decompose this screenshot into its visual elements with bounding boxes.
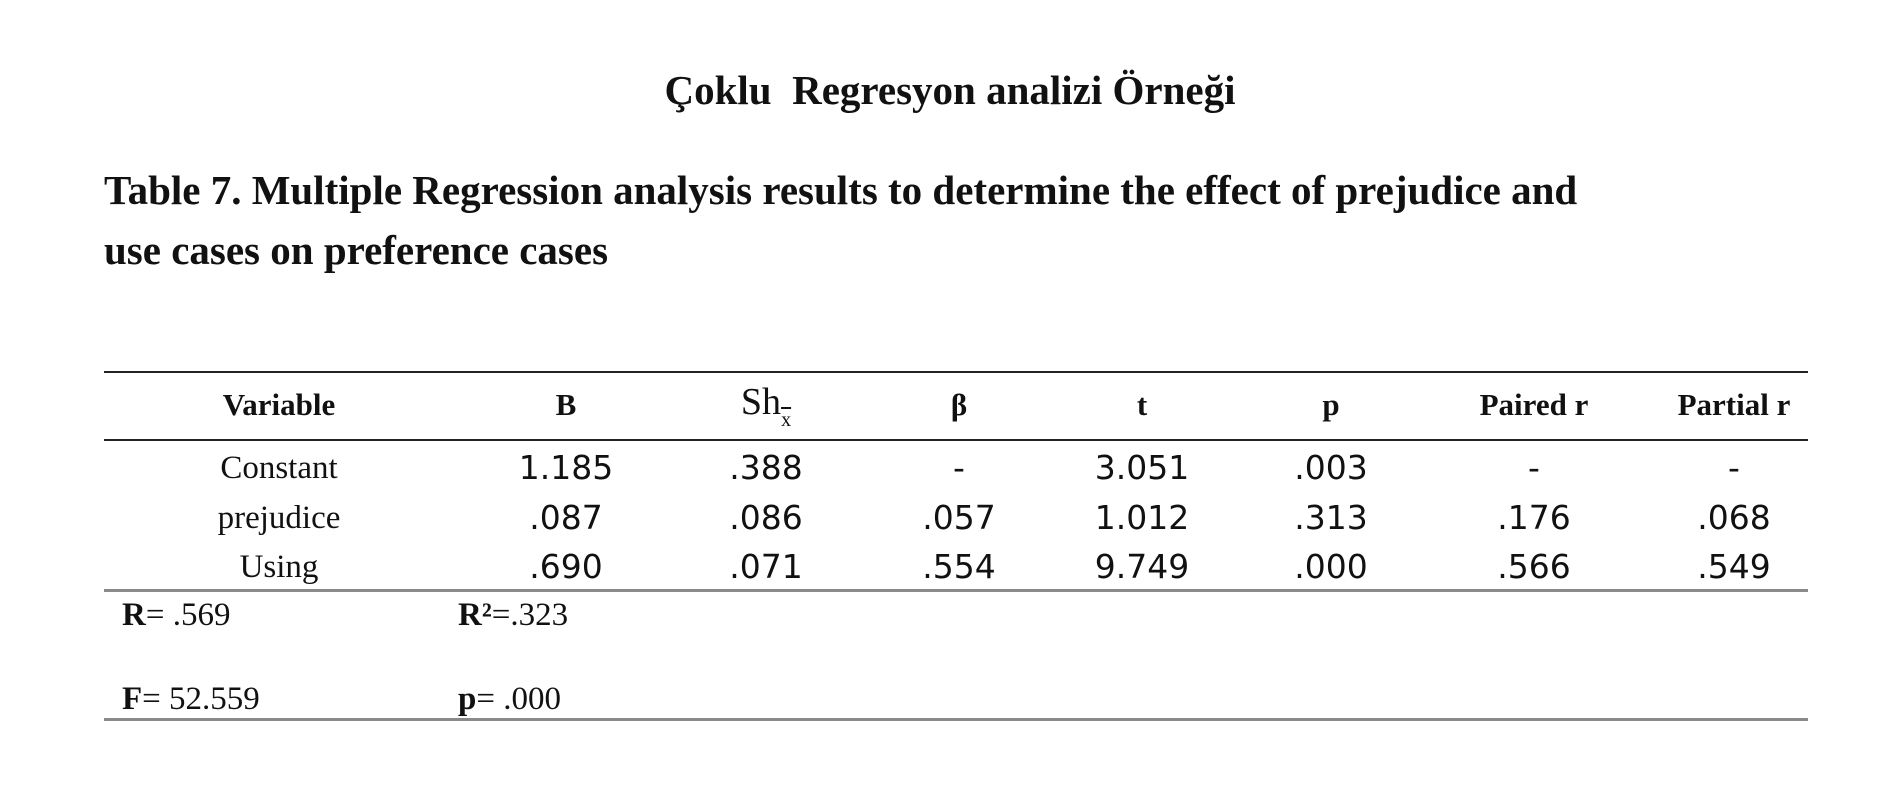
cell-paired-r: .176 [1497, 498, 1571, 537]
table-caption-line-1: Table 7. Multiple Regression analysis re… [104, 167, 1578, 213]
cell-variable: Constant [220, 450, 338, 486]
page-heading: Çoklu Regresyon analizi Örneği [664, 67, 1236, 113]
cell-b: 1.185 [518, 448, 614, 487]
stat-r-squared: R²=.323 [458, 595, 568, 635]
cell-sh: .071 [729, 547, 803, 586]
header-sh: Shx [686, 380, 846, 431]
cell-beta: .057 [922, 498, 996, 537]
stat-r: R= .569 [122, 595, 230, 635]
table-row: prejudice .087 .086 .057 1.012 .313 .176… [104, 493, 1808, 543]
stat-r-squared-value: =.323 [491, 597, 569, 633]
cell-p: .313 [1294, 498, 1368, 537]
cell-sh: .086 [729, 498, 803, 537]
cell-partial-r: .068 [1697, 498, 1771, 537]
header-b: B [555, 387, 577, 422]
cell-sh: .388 [729, 448, 803, 487]
table-header-rule [104, 439, 1808, 441]
cell-b: .690 [529, 547, 603, 586]
table-caption: Table 7. Multiple Regression analysis re… [104, 160, 1754, 280]
cell-t: 3.051 [1094, 448, 1190, 487]
table-caption-line-2: use cases on preference cases [104, 227, 609, 273]
header-sh-subscript: x [781, 409, 792, 431]
cell-paired-r: .566 [1497, 547, 1571, 586]
stat-r-value: = .569 [145, 597, 231, 633]
stat-r-squared-label: R² [458, 597, 492, 633]
cell-p: .000 [1294, 547, 1368, 586]
stat-p-label: p [458, 681, 477, 717]
cell-beta: - [953, 448, 965, 487]
stat-p: p= .000 [458, 679, 561, 719]
table-top-rule [104, 371, 1808, 373]
cell-p: .003 [1294, 448, 1368, 487]
cell-variable: Using [239, 549, 319, 585]
cell-partial-r: .549 [1697, 547, 1771, 586]
stat-f: F= 52.559 [122, 679, 260, 719]
stat-f-value: = 52.559 [142, 681, 260, 717]
table-body-rule [104, 589, 1808, 592]
cell-paired-r: - [1528, 448, 1540, 487]
header-variable: Variable [222, 387, 336, 422]
cell-t: 9.749 [1094, 547, 1190, 586]
table-row: Constant 1.185 .388 - 3.051 .003 - - [104, 443, 1808, 493]
cell-partial-r: - [1728, 448, 1740, 487]
table-bottom-rule [104, 718, 1808, 721]
cell-beta: .554 [922, 547, 996, 586]
cell-t: 1.012 [1094, 498, 1190, 537]
table-row: Using .690 .071 .554 9.749 .000 .566 .54… [104, 542, 1808, 592]
header-paired-r: Paired r [1479, 387, 1589, 422]
stat-r-label: R [122, 597, 146, 633]
cell-b: .087 [529, 498, 603, 537]
table-header-row: Variable B Shx β t p Paired r Partial r [104, 380, 1808, 431]
header-p: p [1322, 387, 1340, 422]
stat-f-label: F [122, 681, 143, 717]
header-sh-base: Sh [740, 381, 782, 423]
cell-variable: prejudice [217, 500, 341, 536]
header-beta: β [950, 387, 968, 422]
stat-p-value: = .000 [476, 681, 561, 717]
header-partial-r: Partial r [1677, 387, 1791, 422]
header-t: t [1136, 387, 1148, 422]
